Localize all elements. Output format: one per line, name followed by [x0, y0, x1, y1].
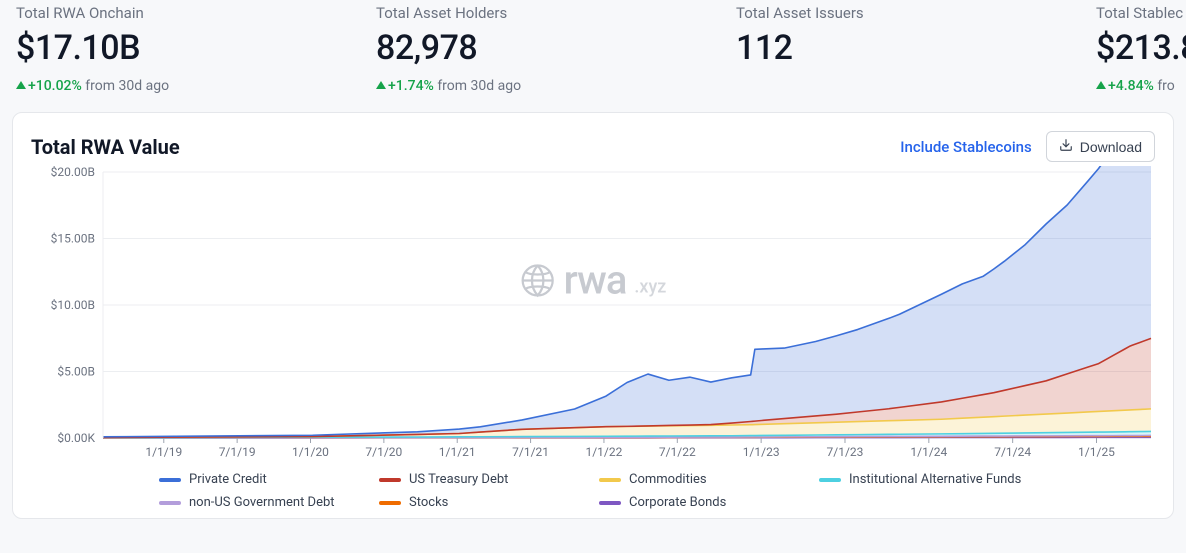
legend-item[interactable]: Corporate Bonds	[599, 495, 819, 510]
svg-text:$20.00B: $20.00B	[51, 166, 95, 179]
download-icon	[1059, 138, 1073, 155]
svg-text:1/1/20: 1/1/20	[292, 445, 329, 459]
svg-text:1/1/24: 1/1/24	[910, 445, 947, 459]
stat-delta-percent: +1.74%	[388, 78, 434, 94]
svg-text:1/1/22: 1/1/22	[585, 445, 622, 459]
chart-card: Total RWA Value Include Stablecoins Down…	[12, 112, 1174, 519]
svg-text:7/1/21: 7/1/21	[512, 445, 549, 459]
download-label: Download	[1080, 139, 1142, 155]
svg-text:$15.00B: $15.00B	[51, 232, 95, 246]
legend-item[interactable]: US Treasury Debt	[379, 472, 599, 487]
legend-swatch	[599, 478, 621, 482]
chart-area: $0.00K $5.00B $10.00B $15.00B $20.00B 1/1/19 7…	[31, 166, 1155, 466]
stat-delta-percent: +4.84%	[1108, 78, 1154, 94]
stat-value: 112	[736, 28, 1096, 68]
stat-card-rwa-onchain: Total RWA Onchain $17.10B +10.02% from 3…	[16, 4, 376, 94]
stat-value: $17.10B	[16, 28, 376, 68]
legend-swatch	[159, 478, 181, 482]
download-button[interactable]: Download	[1046, 131, 1155, 162]
svg-text:7/1/24: 7/1/24	[994, 445, 1031, 459]
svg-text:1/1/25: 1/1/25	[1078, 445, 1115, 459]
legend-label: Stocks	[409, 495, 448, 510]
legend-label: non-US Government Debt	[189, 495, 335, 510]
stat-delta-percent: +10.02%	[28, 78, 82, 94]
stat-label: Total Stablec	[1096, 4, 1186, 22]
svg-text:7/1/19: 7/1/19	[219, 445, 256, 459]
stat-delta: +10.02% from 30d ago	[16, 78, 376, 94]
svg-text:7/1/22: 7/1/22	[659, 445, 696, 459]
legend-item[interactable]: Commodities	[599, 472, 819, 487]
svg-text:$5.00B: $5.00B	[57, 365, 95, 379]
stat-delta-suffix: from 30d ago	[82, 78, 169, 94]
legend-swatch	[379, 501, 401, 505]
legend-label: Private Credit	[189, 472, 267, 487]
stacked-area-chart: $0.00K $5.00B $10.00B $15.00B $20.00B 1/1/19 7…	[31, 166, 1157, 466]
legend-item[interactable]: Private Credit	[159, 472, 379, 487]
stat-delta-suffix: fro	[1154, 78, 1175, 94]
svg-text:$0.00K: $0.00K	[57, 431, 95, 445]
arrow-up-icon	[376, 81, 386, 89]
legend-item[interactable]: Institutional Alternative Funds	[819, 472, 1089, 487]
legend-item[interactable]: non-US Government Debt	[159, 495, 379, 510]
stat-delta: +4.84% fro	[1096, 78, 1186, 94]
arrow-up-icon	[1096, 81, 1106, 89]
svg-text:1/1/21: 1/1/21	[439, 445, 476, 459]
legend-swatch	[819, 478, 841, 482]
stat-card-stablecoins: Total Stablec $213.8 +4.84% fro	[1096, 4, 1186, 94]
legend-item[interactable]: Stocks	[379, 495, 599, 510]
legend-swatch	[379, 478, 401, 482]
stat-label: Total RWA Onchain	[16, 4, 376, 22]
svg-text:1/1/23: 1/1/23	[743, 445, 780, 459]
legend-label: US Treasury Debt	[409, 472, 508, 487]
chart-actions: Include Stablecoins Download	[900, 131, 1155, 162]
stats-row: Total RWA Onchain $17.10B +10.02% from 3…	[0, 0, 1186, 106]
stat-delta: +1.74% from 30d ago	[376, 78, 736, 94]
svg-text:1/1/19: 1/1/19	[145, 445, 182, 459]
stat-card-asset-issuers: Total Asset Issuers 112 x	[736, 4, 1096, 94]
arrow-up-icon	[16, 81, 26, 89]
legend-swatch	[159, 501, 181, 505]
chart-legend: Private Credit US Treasury Debt Commoditie…	[31, 466, 1155, 510]
stat-value: 82,978	[376, 28, 736, 68]
svg-text:7/1/23: 7/1/23	[827, 445, 864, 459]
stat-label: Total Asset Issuers	[736, 4, 1096, 22]
svg-text:$10.00B: $10.00B	[51, 298, 95, 312]
legend-label: Corporate Bonds	[629, 495, 726, 510]
chart-title: Total RWA Value	[31, 135, 180, 159]
legend-swatch	[599, 501, 621, 505]
legend-label: Commodities	[629, 472, 707, 487]
stat-value: $213.8	[1096, 28, 1186, 68]
stat-delta-suffix: from 30d ago	[434, 78, 521, 94]
stat-card-asset-holders: Total Asset Holders 82,978 +1.74% from 3…	[376, 4, 736, 94]
stat-label: Total Asset Holders	[376, 4, 736, 22]
svg-text:7/1/20: 7/1/20	[365, 445, 402, 459]
legend-label: Institutional Alternative Funds	[849, 472, 1021, 487]
chart-header: Total RWA Value Include Stablecoins Down…	[31, 131, 1155, 162]
include-stablecoins-link[interactable]: Include Stablecoins	[900, 138, 1032, 156]
